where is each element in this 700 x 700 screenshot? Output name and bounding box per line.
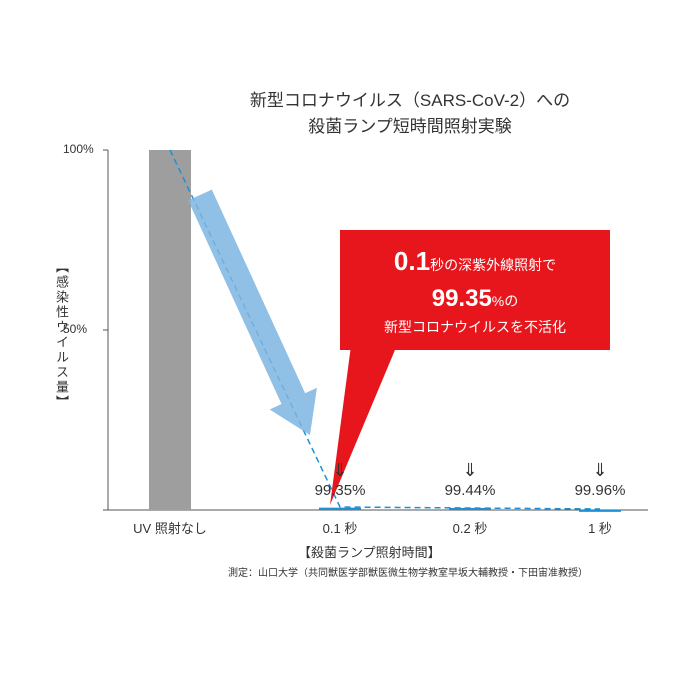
y-tick-label: 100% — [63, 142, 94, 156]
callout-big-number-1: 0.1 — [394, 246, 430, 276]
callout-line2-suffix: %の — [492, 293, 518, 309]
down-arrow-icon: ⇓ — [325, 460, 355, 481]
y-tick-label: 50% — [63, 322, 87, 336]
down-arrow-icon: ⇓ — [455, 460, 485, 481]
down-arrow-icon: ⇓ — [585, 460, 615, 481]
value-label: 99.96% — [560, 482, 640, 499]
chart-plot — [0, 0, 700, 700]
x-tick-label: 0.1 秒 — [290, 518, 390, 537]
x-tick-label: 0.2 秒 — [420, 518, 520, 537]
callout-line1-suffix: 秒の深紫外線照射で — [430, 257, 556, 273]
value-label: 99.35% — [300, 482, 380, 499]
x-tick-label: 1 秒 — [550, 518, 650, 537]
x-tick-label: UV 照射なし — [120, 518, 220, 537]
value-label: 99.44% — [430, 482, 510, 499]
chart-footer: 測定：山口大学（共同獣医学部獣医微生物学教室早坂大輔教授・下田宙准教授） — [228, 564, 588, 579]
callout-line3: 新型コロナウイルスを不活化 — [358, 317, 592, 338]
x-axis-title: 【殺菌ランプ照射時間】 — [298, 542, 441, 561]
callout-big-number-2: 99.35 — [432, 285, 492, 312]
callout-box: 0.1秒の深紫外線照射で 99.35%の 新型コロナウイルスを不活化 — [340, 230, 610, 350]
